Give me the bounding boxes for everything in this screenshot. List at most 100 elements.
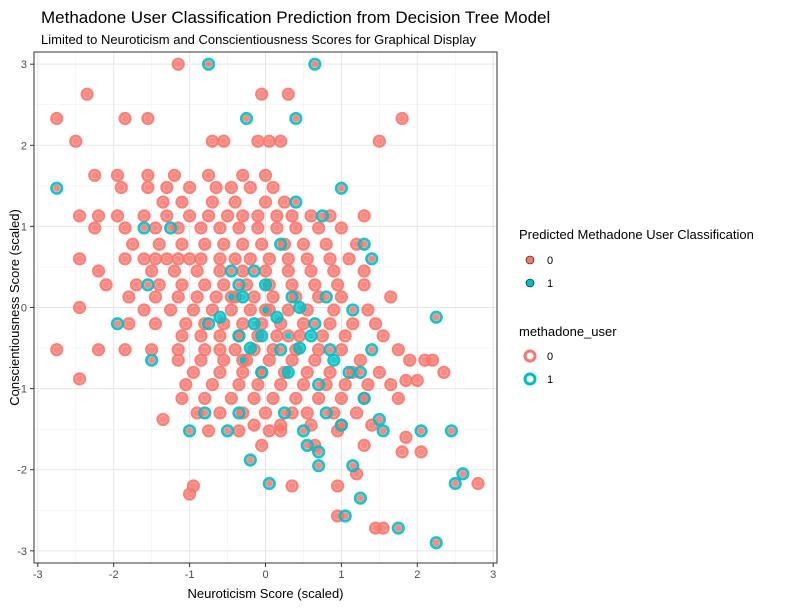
point-predicted-0 bbox=[265, 427, 273, 435]
point-actual-0 bbox=[258, 168, 273, 182]
point-predicted-0 bbox=[337, 394, 346, 402]
legend-predicted-0-label: 0 bbox=[547, 255, 553, 267]
point-predicted-0 bbox=[360, 240, 368, 248]
point-actual-1 bbox=[365, 343, 379, 357]
point-predicted-0 bbox=[189, 482, 197, 490]
point-predicted-0 bbox=[277, 346, 285, 354]
point-predicted-0 bbox=[417, 448, 425, 456]
x-tick-label: -2 bbox=[109, 569, 119, 581]
chart-title: Methadone User Classification Prediction… bbox=[41, 8, 550, 27]
x-tick-label: -3 bbox=[33, 569, 43, 581]
point-actual-0 bbox=[88, 221, 102, 235]
point-predicted-0 bbox=[315, 346, 323, 354]
point-predicted-0 bbox=[330, 267, 338, 275]
point-actual-0 bbox=[247, 391, 261, 405]
y-tick-label: 0 bbox=[21, 303, 27, 315]
point-predicted-1 bbox=[261, 306, 270, 314]
point-predicted-0 bbox=[102, 281, 110, 289]
point-predicted-0 bbox=[318, 332, 327, 340]
point-actual-1 bbox=[213, 310, 227, 324]
point-predicted-0 bbox=[151, 293, 160, 301]
point-predicted-0 bbox=[402, 433, 410, 441]
point-predicted-0 bbox=[311, 320, 319, 328]
point-predicted-0 bbox=[193, 293, 201, 301]
data-points bbox=[50, 57, 485, 550]
point-predicted-0 bbox=[440, 368, 448, 376]
point-predicted-0 bbox=[402, 376, 410, 385]
point-predicted-0 bbox=[387, 293, 395, 301]
point-predicted-0 bbox=[406, 356, 414, 364]
point-predicted-0 bbox=[170, 267, 179, 275]
point-predicted-0 bbox=[315, 462, 323, 470]
point-predicted-0 bbox=[258, 441, 266, 449]
point-predicted-0 bbox=[174, 60, 182, 68]
point-actual-0 bbox=[182, 487, 197, 501]
legend-methadone-user: methadone_user 0 1 bbox=[519, 324, 617, 386]
point-predicted-0 bbox=[53, 184, 61, 192]
point-predicted-0 bbox=[307, 267, 315, 275]
point-predicted-0 bbox=[201, 346, 209, 354]
point-actual-0 bbox=[213, 252, 227, 266]
point-predicted-0 bbox=[125, 320, 133, 328]
point-actual-0 bbox=[175, 237, 189, 251]
point-predicted-0 bbox=[204, 171, 213, 179]
point-actual-0 bbox=[118, 343, 132, 357]
point-predicted-0 bbox=[144, 171, 152, 179]
point-actual-0 bbox=[258, 303, 273, 317]
point-actual-0 bbox=[141, 180, 155, 195]
point-predicted-0 bbox=[322, 240, 330, 248]
point-actual-0 bbox=[228, 195, 242, 209]
point-actual-0 bbox=[262, 252, 276, 266]
point-predicted-0 bbox=[223, 212, 232, 220]
point-actual-0 bbox=[69, 134, 83, 148]
point-actual-0 bbox=[236, 353, 250, 367]
point-actual-1 bbox=[232, 329, 246, 343]
point-predicted-0 bbox=[394, 346, 402, 354]
point-actual-0 bbox=[198, 278, 212, 292]
point-actual-0 bbox=[384, 377, 398, 392]
point-predicted-0 bbox=[185, 212, 194, 220]
point-predicted-0 bbox=[250, 267, 258, 275]
point-actual-0 bbox=[236, 365, 250, 379]
point-predicted-0 bbox=[178, 198, 186, 206]
point-actual-1 bbox=[334, 418, 349, 432]
point-actual-0 bbox=[334, 391, 349, 405]
point-actual-0 bbox=[186, 365, 200, 379]
point-actual-1 bbox=[224, 264, 238, 278]
point-predicted-0 bbox=[174, 356, 182, 364]
point-actual-0 bbox=[171, 290, 185, 304]
point-predicted-0 bbox=[371, 320, 380, 328]
point-predicted-0 bbox=[326, 368, 334, 376]
point-predicted-0 bbox=[121, 224, 129, 232]
point-predicted-0 bbox=[212, 293, 220, 301]
point-predicted-0 bbox=[349, 462, 357, 470]
point-predicted-0 bbox=[303, 441, 311, 449]
point-predicted-0 bbox=[53, 346, 61, 354]
point-actual-0 bbox=[201, 424, 216, 438]
point-actual-1 bbox=[308, 317, 322, 331]
point-actual-0 bbox=[395, 111, 409, 126]
point-predicted-0 bbox=[174, 293, 182, 301]
point-predicted-0 bbox=[303, 368, 311, 376]
point-predicted-0 bbox=[75, 303, 84, 312]
point-predicted-0 bbox=[364, 306, 372, 314]
point-predicted-0 bbox=[375, 415, 383, 424]
point-predicted-0 bbox=[216, 224, 224, 232]
point-predicted-0 bbox=[299, 320, 308, 328]
point-predicted-0 bbox=[315, 448, 323, 456]
point-predicted-0 bbox=[208, 137, 216, 145]
point-predicted-0 bbox=[246, 183, 254, 192]
point-actual-0 bbox=[270, 209, 284, 223]
legend-methadone-user-title: methadone_user bbox=[519, 324, 617, 339]
legend-predicted-title: Predicted Methadone User Classification bbox=[519, 227, 754, 242]
point-predicted-0 bbox=[144, 281, 152, 289]
point-actual-1 bbox=[141, 278, 155, 292]
point-predicted-0 bbox=[182, 320, 190, 328]
point-predicted-0 bbox=[269, 293, 277, 301]
point-predicted-0 bbox=[428, 356, 437, 364]
point-actual-0 bbox=[270, 221, 284, 235]
point-predicted-0 bbox=[432, 539, 440, 547]
point-actual-0 bbox=[205, 303, 219, 317]
point-actual-0 bbox=[194, 252, 208, 266]
legend-predicted: Predicted Methadone User Classification … bbox=[519, 227, 754, 290]
